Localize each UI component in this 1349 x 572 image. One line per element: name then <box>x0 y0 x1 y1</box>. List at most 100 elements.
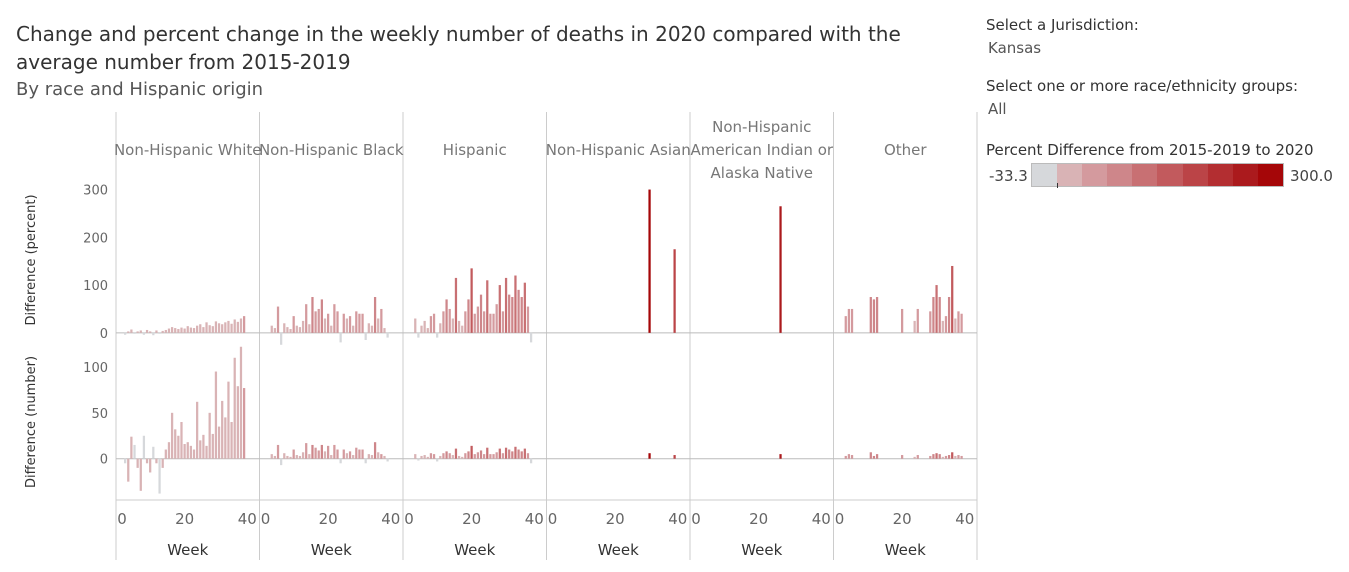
bar <box>875 297 879 333</box>
legend-swatch-4 <box>1132 164 1158 186</box>
bar <box>211 433 214 459</box>
bar <box>847 454 851 459</box>
bar <box>136 458 139 468</box>
bar <box>283 323 286 333</box>
bar <box>180 422 183 459</box>
bar <box>423 455 426 459</box>
bar <box>929 311 932 333</box>
bar <box>529 332 533 343</box>
x-tick-label: 20 <box>462 510 481 528</box>
bar <box>145 458 149 464</box>
bar <box>186 442 189 459</box>
bar <box>127 331 130 333</box>
x-tick-label: 20 <box>893 510 912 528</box>
bar <box>155 330 158 333</box>
bar <box>177 435 180 459</box>
bar <box>526 453 530 459</box>
bar <box>476 452 480 459</box>
bar <box>436 332 439 338</box>
bar <box>158 332 161 334</box>
bar <box>189 327 193 333</box>
bar <box>286 327 289 333</box>
bar <box>317 450 320 459</box>
bar <box>314 311 317 333</box>
bar <box>648 189 651 333</box>
bar <box>301 452 305 459</box>
bar <box>451 318 454 333</box>
bar <box>489 454 492 459</box>
bar <box>217 426 221 459</box>
bar <box>941 456 944 459</box>
bar <box>426 328 429 333</box>
bar <box>158 458 161 494</box>
bar <box>289 329 292 333</box>
bar <box>869 452 872 459</box>
bar <box>336 449 339 459</box>
x-axis-title: Week <box>454 541 495 559</box>
bar <box>145 329 149 333</box>
bar <box>286 455 289 459</box>
x-tick-label: 0 <box>261 510 271 528</box>
bar <box>932 297 935 333</box>
bar <box>130 436 133 459</box>
legend-swatch-5 <box>1157 164 1183 186</box>
bar <box>916 308 919 333</box>
panel-header-label: Non-Hispanic <box>712 118 811 136</box>
bar <box>461 456 464 459</box>
bar <box>211 326 214 333</box>
race-groups-select[interactable]: All <box>988 100 1007 118</box>
bar <box>476 306 480 333</box>
bar <box>869 297 872 333</box>
bar <box>149 331 152 333</box>
bar <box>323 451 327 459</box>
jurisdiction-select[interactable]: Kansas <box>988 39 1042 57</box>
bar <box>457 455 461 459</box>
bar <box>339 332 342 343</box>
x-axis-title: Week <box>167 541 208 559</box>
bar <box>913 456 916 459</box>
bar <box>377 318 380 333</box>
bar <box>167 442 171 459</box>
bar <box>239 318 243 333</box>
bar <box>214 371 218 459</box>
bar <box>445 451 448 459</box>
bar <box>464 311 467 333</box>
x-tick-label: 40 <box>955 510 974 528</box>
bar <box>311 444 314 459</box>
x-tick-label: 20 <box>175 510 194 528</box>
legend-swatch-8 <box>1232 164 1258 186</box>
bar <box>170 327 174 333</box>
bar <box>273 455 277 459</box>
bar <box>227 320 230 333</box>
x-tick-label: 0 <box>117 510 127 528</box>
bar <box>492 313 495 333</box>
bar <box>373 442 377 459</box>
bar <box>935 453 938 459</box>
panel-header-label: Non-Hispanic White <box>114 141 262 159</box>
bar <box>420 455 423 459</box>
bar <box>526 306 530 333</box>
bar <box>479 450 483 459</box>
bar <box>511 451 514 459</box>
bar <box>183 328 186 333</box>
bar <box>183 444 186 459</box>
legend-swatch-7 <box>1207 164 1233 186</box>
bar <box>520 451 523 459</box>
bar <box>779 454 782 459</box>
bar <box>386 458 389 462</box>
bar <box>314 447 317 459</box>
bar <box>202 434 205 459</box>
bar <box>514 446 517 459</box>
bar <box>305 443 308 459</box>
bar <box>152 332 155 336</box>
bar <box>199 324 202 333</box>
bar <box>196 325 199 333</box>
y-tick-label: 300 <box>83 184 108 199</box>
x-tick-label: 0 <box>691 510 701 528</box>
bar <box>957 311 960 333</box>
bar <box>847 308 851 333</box>
x-tick-label: 40 <box>668 510 687 528</box>
bar <box>429 316 433 333</box>
bar <box>152 446 155 459</box>
bar <box>960 455 963 459</box>
